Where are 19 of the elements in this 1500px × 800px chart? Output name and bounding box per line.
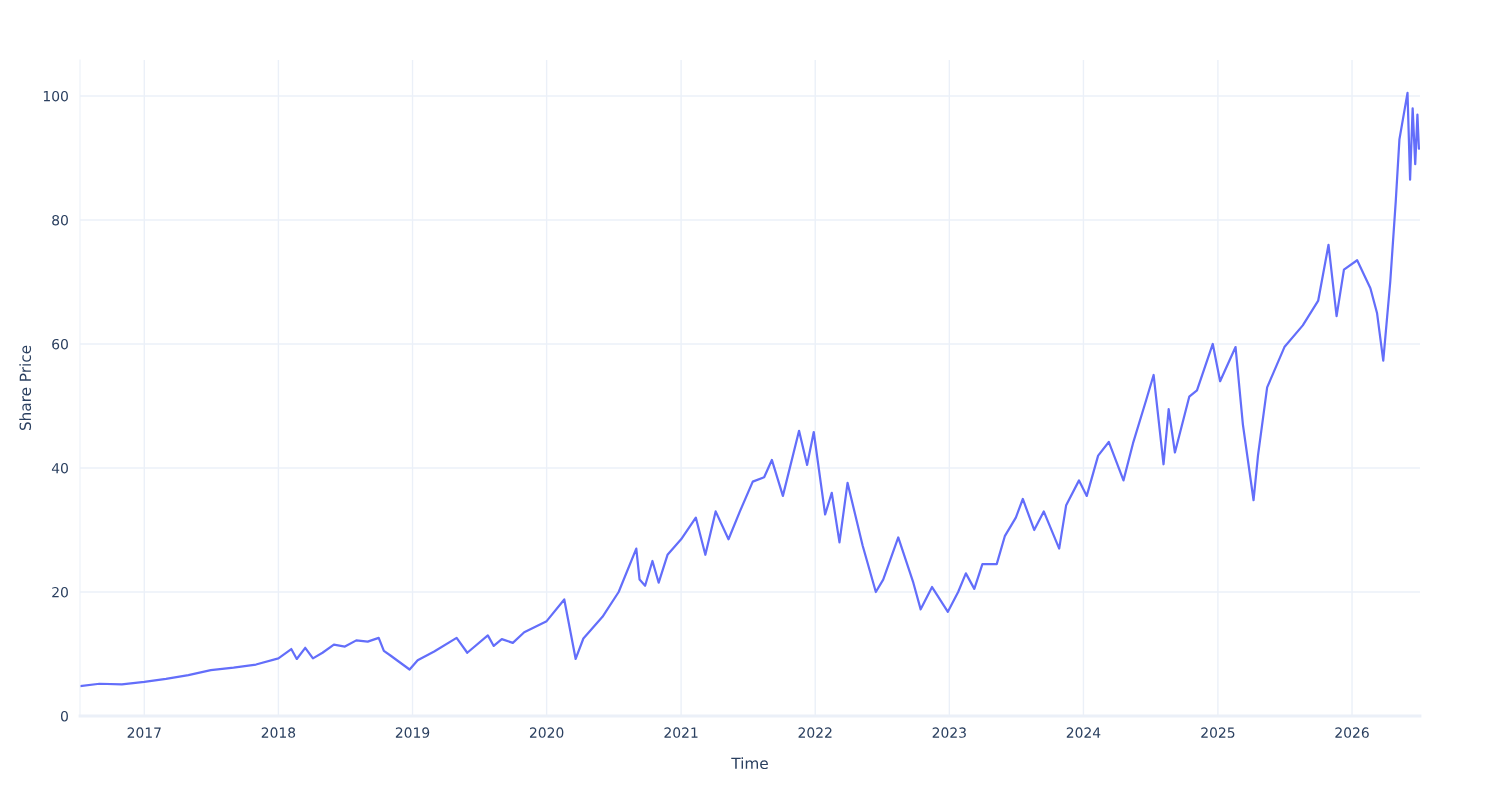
y-tick-label: 20 (52, 586, 68, 598)
x-tick-label: 2025 (1201, 727, 1235, 738)
x-axis-title: Time (731, 757, 768, 770)
x-tick-label: 2024 (1066, 727, 1101, 738)
y-tick-label: 40 (51, 462, 68, 474)
x-tick-label: 2018 (261, 727, 296, 738)
y-axis-title: Share Price (19, 345, 32, 431)
x-tick-label: 2019 (395, 727, 430, 738)
y-tick-label: 0 (60, 710, 68, 722)
y-tick-label: 80 (52, 214, 68, 226)
x-tick-label: 2020 (529, 727, 564, 738)
x-tick-label: 2026 (1335, 727, 1369, 738)
x-tick-label: 2021 (664, 727, 698, 738)
y-tick-label: 60 (52, 338, 68, 350)
x-tick-label: 2022 (798, 727, 832, 738)
line-series (80, 91, 1420, 688)
x-tick-label: 2017 (127, 727, 161, 738)
y-tick-label: 100 (43, 90, 68, 102)
x-tick-label: 2023 (932, 727, 966, 738)
